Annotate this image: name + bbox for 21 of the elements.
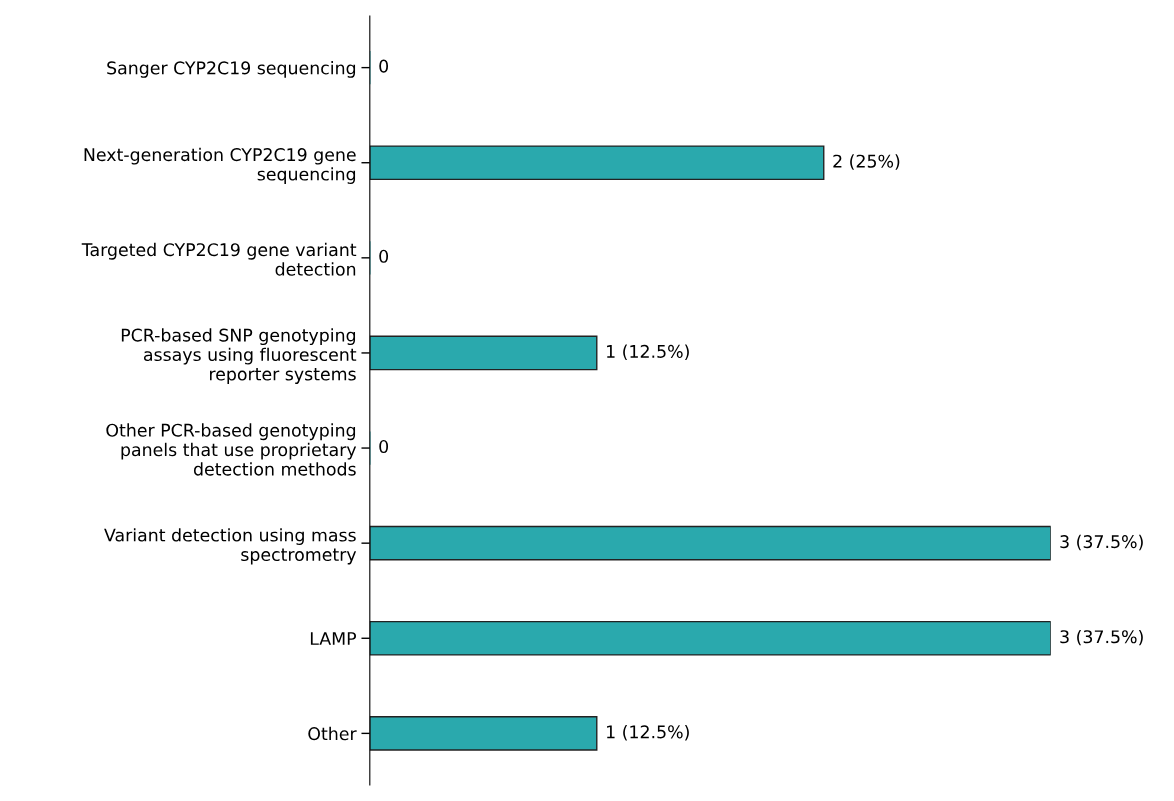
bar bbox=[369, 620, 1051, 656]
bar bbox=[369, 145, 825, 181]
data-label: 2 (25%) bbox=[833, 154, 900, 170]
bar bbox=[369, 716, 598, 751]
bar bbox=[369, 335, 598, 371]
data-label: 3 (37.5%) bbox=[1060, 534, 1143, 551]
y-tick-label: Other bbox=[308, 726, 357, 741]
data-label: 0 bbox=[379, 249, 389, 263]
data-label: 1 (12.5%) bbox=[607, 344, 689, 361]
y-tick-label: Next-generation CYP2C19 gene sequencing bbox=[84, 147, 356, 184]
bar bbox=[369, 525, 1051, 561]
y-tick-label: PCR-based SNP genotyping assays using fluorescent reporter systems bbox=[121, 328, 357, 384]
data-label: 3 (37.5%) bbox=[1060, 629, 1143, 646]
data-label: 1 (12.5%) bbox=[607, 725, 689, 741]
data-label: 0 bbox=[379, 439, 389, 454]
y-tick-label: Other PCR-based genotyping panels that use proprietary detection methods bbox=[106, 423, 357, 476]
y-tick-label: Variant detection using mass spectrometry bbox=[104, 528, 357, 565]
y-tick-label: Targeted CYP2C19 gene variant detection bbox=[81, 242, 357, 276]
y-tick-label: LAMP bbox=[310, 632, 357, 645]
data-label: 0 bbox=[379, 59, 389, 73]
y-tick-label: Sanger CYP2C19 sequencing bbox=[107, 61, 356, 78]
